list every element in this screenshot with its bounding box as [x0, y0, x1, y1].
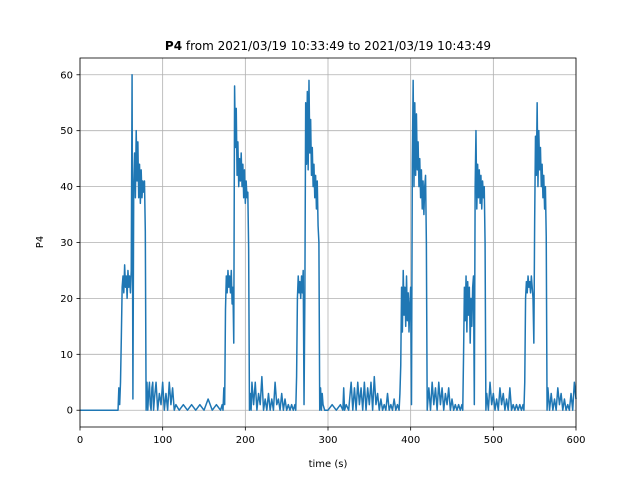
chart-title-bold: P4 — [165, 39, 182, 53]
y-tick-label: 10 — [60, 350, 73, 361]
y-tick-label: 20 — [60, 294, 73, 305]
x-tick-label: 500 — [484, 435, 503, 446]
x-tick-label: 400 — [401, 435, 420, 446]
y-tick-label: 30 — [60, 238, 73, 249]
y-tick-label: 50 — [60, 126, 73, 137]
x-tick-label: 100 — [153, 435, 172, 446]
y-tick-label: 0 — [67, 406, 73, 417]
y-tick-label: 60 — [60, 70, 73, 81]
plot-area: 0 100 200 300 400 500 600 0 10 20 30 40 50 60 — [60, 57, 586, 446]
x-tick-label: 200 — [236, 435, 255, 446]
y-axis-label: P4 — [35, 236, 46, 248]
x-axis-label: time (s) — [309, 459, 348, 470]
x-tick-label: 600 — [566, 435, 585, 446]
chart-title-rest: from 2021/03/19 10:33:49 to 2021/03/19 1… — [182, 39, 491, 53]
x-tick-label: 0 — [77, 435, 83, 446]
series-line-0 — [80, 74, 577, 411]
y-tick-label: 40 — [60, 182, 73, 193]
chart-title: P4 from 2021/03/19 10:33:49 to 2021/03/1… — [165, 39, 491, 53]
x-tick-label: 300 — [318, 435, 337, 446]
